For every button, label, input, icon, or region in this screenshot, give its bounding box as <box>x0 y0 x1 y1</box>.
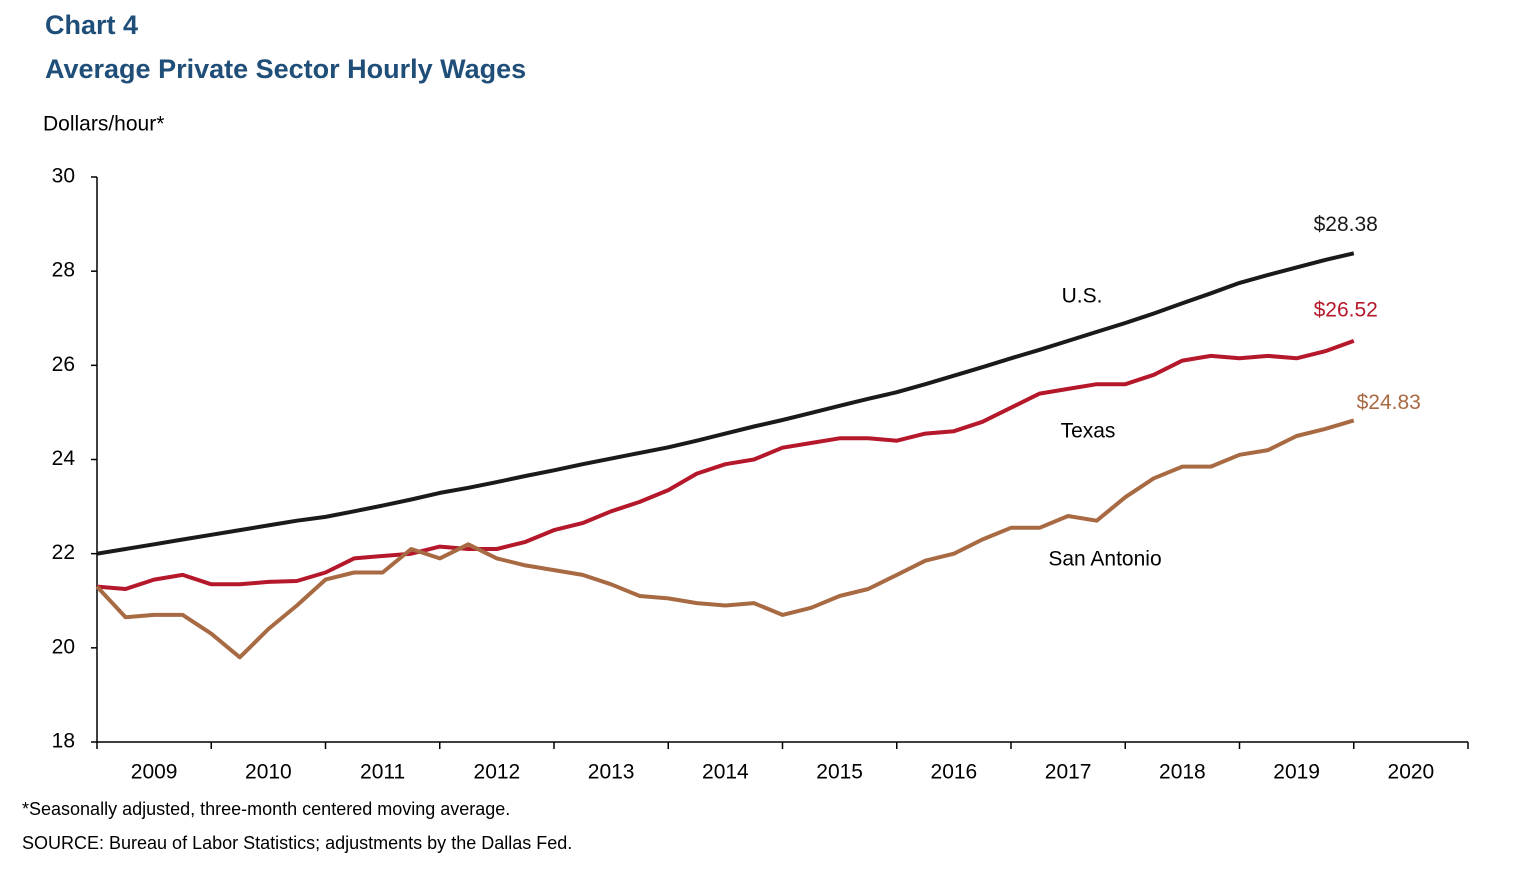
x-tick-label: 2009 <box>131 761 178 784</box>
y-tick-label: 30 <box>52 165 75 188</box>
x-tick-label: 2015 <box>816 761 863 784</box>
x-tick-label: 2019 <box>1273 761 1320 784</box>
chart-title: Chart 4 <box>45 10 138 40</box>
y-axis-label: Dollars/hour* <box>43 113 164 136</box>
series-label: Texas <box>1061 420 1116 443</box>
value-label: $26.52 <box>1314 298 1378 321</box>
x-tick-label: 2020 <box>1388 761 1435 784</box>
chart-subtitle: Average Private Sector Hourly Wages <box>45 54 526 84</box>
x-tick-label: 2017 <box>1045 761 1092 784</box>
x-tick-label: 2011 <box>360 761 405 784</box>
series-line <box>96 251 1355 556</box>
y-tick-label: 20 <box>52 635 75 658</box>
x-tick-label: 2018 <box>1159 761 1206 784</box>
x-tick-label: 2012 <box>474 761 521 784</box>
y-tick-label: 28 <box>52 259 75 282</box>
source-note: SOURCE: Bureau of Labor Statistics; adju… <box>22 833 572 853</box>
value-label: $24.83 <box>1357 391 1421 414</box>
x-tick-label: 2014 <box>702 761 749 784</box>
x-tick-label: 2013 <box>588 761 635 784</box>
series-line <box>95 418 1355 660</box>
y-tick-label: 24 <box>52 447 76 470</box>
x-tick-label: 2016 <box>931 761 978 784</box>
value-label: $28.38 <box>1314 213 1378 236</box>
series-label: San Antonio <box>1048 548 1161 571</box>
x-tick-label: 2010 <box>245 761 292 784</box>
y-tick-label: 18 <box>52 730 75 753</box>
series-line <box>96 339 1355 591</box>
footnote: *Seasonally adjusted, three-month center… <box>22 799 510 819</box>
y-tick-label: 22 <box>52 541 75 564</box>
y-tick-label: 26 <box>52 353 75 376</box>
series-label: U.S. <box>1062 285 1103 308</box>
